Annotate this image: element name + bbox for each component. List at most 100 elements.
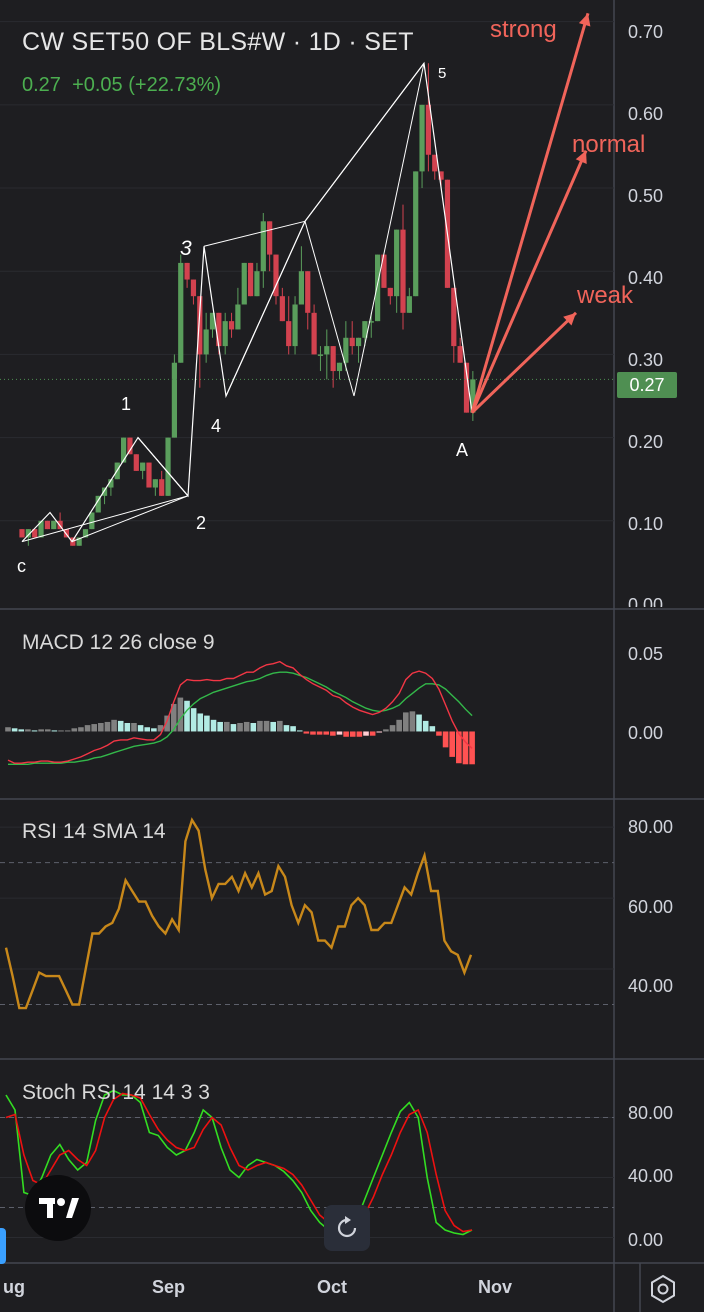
side-drawer-handle[interactable] xyxy=(0,1228,6,1264)
macd-line xyxy=(7,660,473,764)
candle-body xyxy=(25,529,31,538)
candle-body xyxy=(32,529,38,538)
rsi-pane-label[interactable]: RSI 14 SMA 14 xyxy=(22,820,166,843)
settings-button[interactable] xyxy=(646,1272,680,1306)
candle-body xyxy=(178,262,184,363)
macd-histogram-bar xyxy=(58,730,64,732)
x-tick-oct: Oct xyxy=(317,1277,348,1297)
candle-body xyxy=(355,337,362,347)
macd-histogram-bar xyxy=(257,720,263,732)
macd-histogram-bar xyxy=(230,724,237,732)
macd-pane-label[interactable]: MACD 12 26 close 9 xyxy=(22,631,215,654)
candle-body xyxy=(286,321,292,347)
x-tick-sep: Sep xyxy=(152,1277,186,1297)
candle-body xyxy=(140,462,146,471)
macd-histogram-bar xyxy=(403,712,409,732)
macd-histogram-bar xyxy=(442,731,449,748)
stoch-pane-label[interactable]: Stoch RSI 14 14 3 3 xyxy=(22,1081,210,1104)
candle-body xyxy=(241,262,247,305)
candle-body xyxy=(451,287,457,347)
candle-body xyxy=(76,537,82,546)
macd-histogram-bar xyxy=(303,731,310,734)
candle-body xyxy=(82,529,89,538)
macd-histogram-bar xyxy=(396,719,402,732)
projection-label-strong: strong xyxy=(490,16,557,43)
macd-histogram-bar xyxy=(296,730,303,732)
macd-histogram-bar xyxy=(310,731,316,735)
macd-histogram-bar xyxy=(429,726,436,732)
macd-histogram-bar xyxy=(210,719,217,732)
macd-histogram-bar xyxy=(84,725,91,732)
candle-body xyxy=(343,337,349,363)
price-tick: 0.50 xyxy=(628,186,664,206)
candle-body xyxy=(406,296,412,313)
price-tick: 0.00 xyxy=(628,595,664,607)
candle-body xyxy=(438,171,444,180)
elliott-wave-chord xyxy=(304,221,355,397)
projection-label-weak: weak xyxy=(577,282,634,309)
candle-body xyxy=(19,529,25,538)
reset-icon xyxy=(337,1216,357,1238)
candle-body xyxy=(457,346,463,363)
candle-body xyxy=(324,346,330,355)
candle-body xyxy=(159,479,165,496)
rsi-tick: 40.00 xyxy=(628,976,674,996)
macd-histogram-bar xyxy=(343,731,349,737)
macd-signal-line xyxy=(8,671,473,765)
macd-histogram-bar xyxy=(131,723,137,732)
tradingview-logo-button[interactable] xyxy=(25,1175,91,1241)
macd-histogram-bar xyxy=(250,723,257,732)
elliott-wave-chord xyxy=(137,437,189,497)
elliott-wave-chord xyxy=(21,495,189,543)
macd-histogram-bar xyxy=(38,729,44,732)
candle-body xyxy=(470,379,476,413)
macd-histogram-bar xyxy=(389,725,396,732)
candle-body xyxy=(108,479,114,488)
stoch-k-line xyxy=(5,1089,473,1236)
macd-histogram-bar xyxy=(71,728,78,732)
wave-label-c: c xyxy=(17,556,26,576)
price-tick: 0.60 xyxy=(628,104,664,124)
macd-histogram-bar xyxy=(31,730,38,732)
wave-label-1: 1 xyxy=(121,394,132,414)
price-tick: 0.30 xyxy=(628,350,664,370)
candle-body xyxy=(89,512,95,530)
macd-histogram-bar xyxy=(170,703,177,732)
rsi-line xyxy=(4,817,473,1010)
elliott-wave-chord xyxy=(71,495,189,543)
wave-label-4: 4 xyxy=(211,416,222,436)
reset-chart-button[interactable] xyxy=(324,1205,370,1251)
macd-histogram-bar xyxy=(323,731,330,735)
projection-arrow xyxy=(470,149,588,414)
candle-body xyxy=(298,271,304,305)
macd-histogram-bar xyxy=(164,715,170,732)
change-percent: (+22.73%) xyxy=(128,74,222,96)
candle-body xyxy=(381,254,387,288)
macd-histogram-bar xyxy=(376,731,383,733)
candle-body xyxy=(362,321,368,338)
macd-histogram-bar xyxy=(91,724,97,732)
wave-label-a: A xyxy=(456,440,469,460)
macd-histogram-bar xyxy=(111,719,117,732)
x-tick-aug: ug xyxy=(3,1277,25,1297)
stoch-d-line xyxy=(5,1092,473,1233)
macd-tick: 0.00 xyxy=(628,723,664,743)
candle-body xyxy=(279,296,285,322)
change-value: +0.05 xyxy=(72,74,123,96)
candle-body xyxy=(292,304,298,347)
wave-label-2: 2 xyxy=(196,513,207,533)
candle-body xyxy=(400,229,406,313)
candle-body xyxy=(152,479,158,488)
candle-body xyxy=(165,437,171,496)
macd-histogram-bar xyxy=(263,720,270,732)
candle-body xyxy=(305,271,311,313)
candle-body xyxy=(349,337,355,347)
macd-histogram-bar xyxy=(277,720,283,732)
candle-body xyxy=(209,312,216,330)
last-price: 0.27 xyxy=(22,74,61,96)
gear-icon xyxy=(651,1274,675,1304)
projection-arrow xyxy=(470,311,578,414)
macd-histogram-bar xyxy=(449,731,456,757)
macd-histogram-bar xyxy=(409,711,416,732)
